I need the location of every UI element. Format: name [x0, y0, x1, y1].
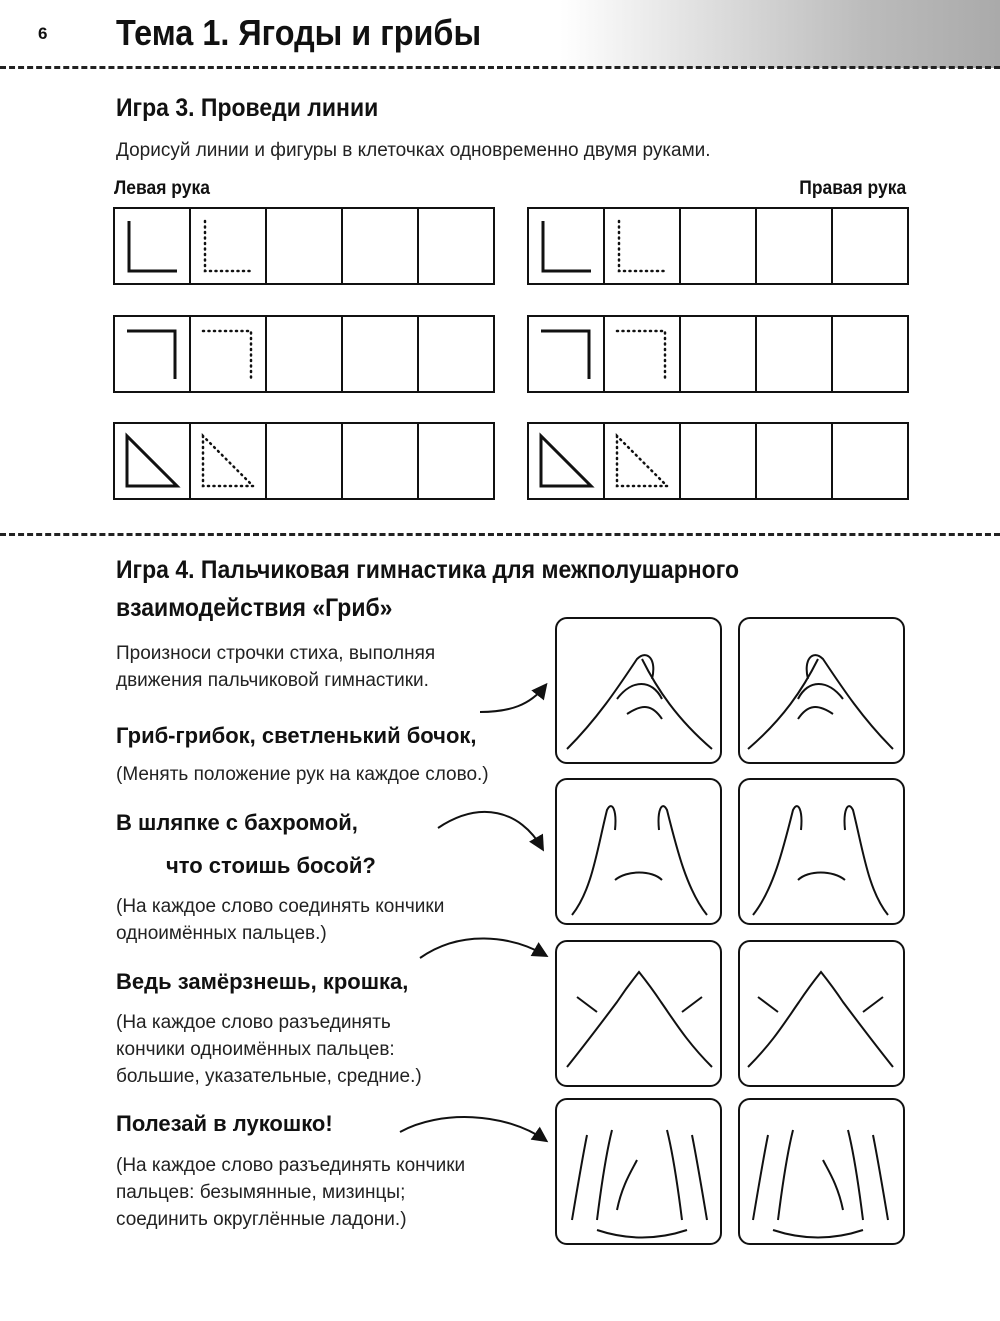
drawing-cell[interactable]: [681, 209, 757, 283]
game4-intro: Произноси строчки стиха, выполняя: [116, 643, 436, 664]
drawing-cell[interactable]: [681, 317, 757, 391]
right-triangle-sample-icon: [125, 432, 181, 488]
drawing-cell[interactable]: [419, 424, 493, 498]
verse-note: большие, указательные, средние.): [116, 1066, 422, 1087]
verse-line: Гриб-грибок, светленький бочок,: [116, 723, 477, 748]
page-number: 6: [38, 24, 48, 43]
game3-instruction: Дорисуй линии и фигуры в клеточках однов…: [116, 140, 711, 161]
corner-top-right-dotted-guide-icon: [201, 329, 253, 381]
drawing-cell[interactable]: [757, 209, 833, 283]
hand-illustration: [738, 617, 905, 764]
game4-title-line2: взаимодействия «Гриб»: [116, 594, 393, 622]
left-hand-row: [113, 422, 495, 500]
drawing-cell[interactable]: [419, 209, 493, 283]
hands-fingertips-separating-icon: [566, 970, 713, 1068]
drawing-cell[interactable]: [343, 209, 419, 283]
arrow-icon: [399, 1116, 549, 1143]
game3-title: Игра 3. Проведи линии: [116, 94, 379, 122]
verse-note: одноимённых пальцев.): [116, 923, 327, 944]
corner-bottom-left-sample-icon: [541, 221, 591, 273]
arrow-icon: [479, 682, 548, 713]
divider: [0, 533, 1000, 536]
drawing-cell[interactable]: [833, 317, 907, 391]
left-hand-label: Левая рука: [114, 178, 210, 199]
hand-illustration: [555, 940, 722, 1087]
corner-top-right-sample-icon: [127, 329, 177, 379]
drawing-cell[interactable]: [529, 424, 605, 498]
drawing-cell[interactable]: [833, 209, 907, 283]
hand-illustration: [555, 617, 722, 764]
left-hand-row: [113, 207, 495, 285]
drawing-cell[interactable]: [267, 424, 343, 498]
hands-fingertips-separating-icon: [747, 970, 894, 1068]
drawing-cell[interactable]: [343, 317, 419, 391]
drawing-cell[interactable]: [267, 209, 343, 283]
hands-fingertips-joined-icon: [752, 805, 889, 916]
arrow-icon: [419, 937, 549, 959]
header-texture: [560, 0, 1000, 68]
hand-illustration: [738, 778, 905, 925]
drawing-cell[interactable]: [529, 209, 605, 283]
corner-top-right-sample-icon: [541, 329, 591, 379]
verse-note: кончики одноимённых пальцев:: [116, 1039, 395, 1060]
corner-bottom-left-dotted-guide-icon: [203, 219, 255, 273]
drawing-cell[interactable]: [681, 424, 757, 498]
arrow-icon: [437, 811, 545, 852]
game4-title: Игра 4. Пальчиковая гимнастика для межпо…: [116, 556, 740, 584]
verse-note: (На каждое слово соединять кончики: [116, 896, 445, 917]
divider: [0, 66, 1000, 69]
hand-illustration: [555, 1098, 722, 1245]
verse-note: (На каждое слово разъединять: [116, 1012, 391, 1033]
verse-line: В шляпке с бахромой,: [116, 810, 358, 835]
right-hand-row: [527, 315, 909, 393]
corner-bottom-left-sample-icon: [127, 221, 177, 273]
right-hand-row: [527, 207, 909, 285]
drawing-cell[interactable]: [115, 317, 191, 391]
drawing-cell[interactable]: [605, 317, 681, 391]
drawing-cell[interactable]: [757, 317, 833, 391]
corner-top-right-dotted-guide-icon: [615, 329, 667, 381]
hands-rounded-palms-icon: [752, 1129, 889, 1239]
right-triangle-dotted-guide-icon: [201, 432, 257, 488]
hands-interlocked-fingers-icon: [747, 654, 894, 750]
hands-fingertips-joined-icon: [571, 805, 708, 916]
hands-interlocked-fingers-icon: [566, 654, 713, 750]
verse-line: что стоишь босой?: [166, 853, 376, 878]
right-triangle-dotted-guide-icon: [615, 432, 671, 488]
verse-note: соединить округлённые ладони.): [116, 1209, 407, 1230]
verse-line: Ведь замёрзнешь, крошка,: [116, 969, 409, 994]
drawing-cell[interactable]: [115, 209, 191, 283]
verse-line: Полезай в лукошко!: [116, 1111, 333, 1136]
drawing-cell[interactable]: [191, 424, 267, 498]
drawing-cell[interactable]: [267, 317, 343, 391]
hand-illustration: [738, 940, 905, 1087]
right-hand-row: [527, 422, 909, 500]
verse-note: (На каждое слово разъединять кончики: [116, 1155, 466, 1176]
drawing-cell[interactable]: [757, 424, 833, 498]
drawing-cell[interactable]: [191, 317, 267, 391]
drawing-cell[interactable]: [605, 209, 681, 283]
drawing-cell[interactable]: [343, 424, 419, 498]
verse-note: (Менять положение рук на каждое слово.): [116, 764, 489, 785]
right-triangle-sample-icon: [539, 432, 595, 488]
hands-rounded-palms-icon: [571, 1129, 708, 1239]
game4-intro-line2: движения пальчиковой гимнастики.: [116, 670, 429, 691]
corner-bottom-left-dotted-guide-icon: [617, 219, 669, 273]
left-hand-row: [113, 315, 495, 393]
right-hand-label: Правая рука: [799, 178, 906, 199]
drawing-cell[interactable]: [833, 424, 907, 498]
drawing-cell[interactable]: [115, 424, 191, 498]
topic-title: Тема 1. Ягоды и грибы: [116, 12, 482, 53]
drawing-cell[interactable]: [529, 317, 605, 391]
drawing-cell[interactable]: [191, 209, 267, 283]
drawing-cell[interactable]: [605, 424, 681, 498]
verse-note: пальцев: безымянные, мизинцы;: [116, 1182, 406, 1203]
hand-illustration: [555, 778, 722, 925]
hand-illustration: [738, 1098, 905, 1245]
drawing-cell[interactable]: [419, 317, 493, 391]
